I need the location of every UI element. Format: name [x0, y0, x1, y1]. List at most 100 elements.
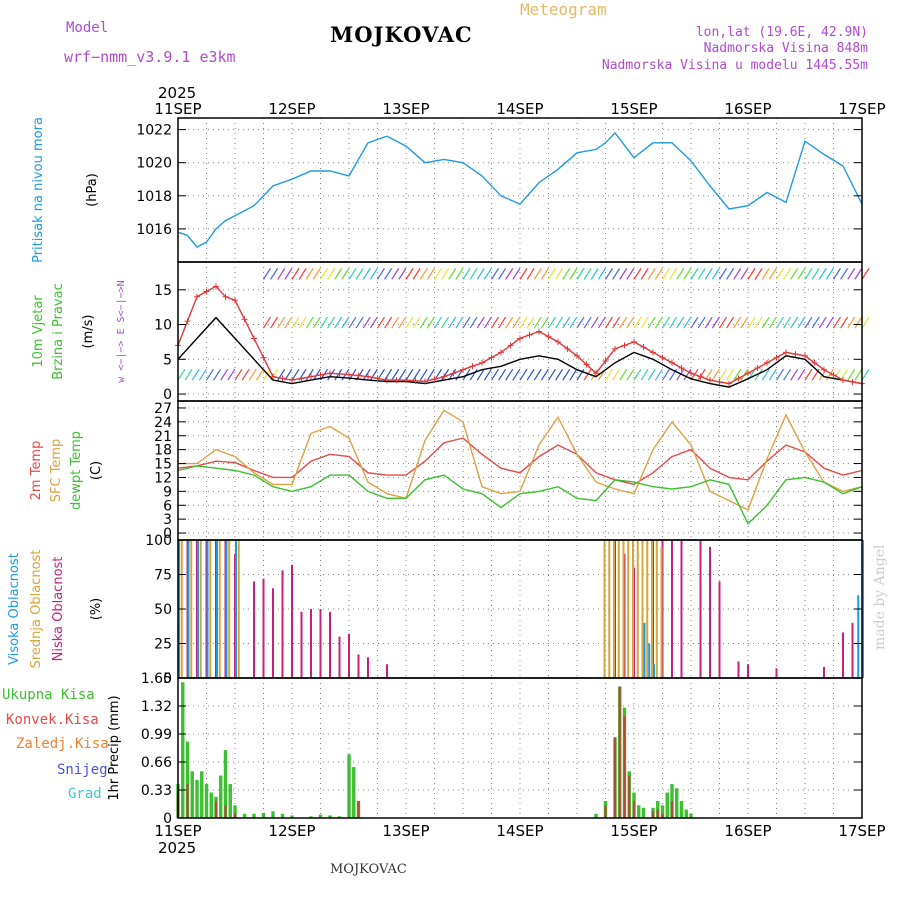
gust-marker: [441, 373, 447, 380]
wind-barb: [633, 268, 642, 280]
gust-marker: [754, 364, 761, 371]
wind-barb: [654, 268, 663, 280]
gust-marker: [184, 318, 191, 325]
precip-bar-total: [190, 771, 194, 818]
series-gust: [177, 285, 863, 385]
precip-bar-total: [242, 813, 247, 818]
wind-barb: [490, 268, 500, 280]
y-tick-label: 0: [163, 526, 172, 542]
ylabel-wind: 10m Vjetar: [31, 295, 46, 368]
legend-total: Ukupna Kisa: [2, 687, 95, 703]
wind-barb: [747, 316, 756, 329]
wind-barb: [747, 268, 756, 280]
y-tick-label: 75: [154, 568, 172, 584]
gust-marker: [270, 373, 276, 380]
wind-barb: [483, 268, 492, 280]
gust-marker: [355, 372, 362, 379]
wind-barb: [661, 368, 671, 381]
precip-bar-convective: [628, 775, 631, 818]
gust-marker: [346, 371, 352, 378]
gust-marker: [640, 344, 647, 351]
precip-bar-total: [219, 775, 223, 818]
wind-barb: [583, 368, 592, 381]
wind-barb: [818, 316, 827, 329]
gust-marker: [536, 328, 542, 335]
wind-direction-hint: w <−|−> E S<−|−>N: [116, 280, 127, 382]
precip-bar-convective: [214, 801, 218, 818]
wind-barb: [412, 316, 421, 329]
precip-bar-total: [280, 813, 285, 818]
wind-barb: [512, 368, 521, 381]
wind-barb: [319, 316, 329, 329]
wind-barb: [526, 268, 535, 280]
gust-marker: [203, 288, 210, 295]
wind-barb: [391, 268, 400, 280]
wind-barb: [462, 368, 471, 381]
wind-barb: [768, 368, 777, 381]
wind-barb: [355, 316, 364, 329]
wind-barb: [455, 316, 464, 329]
wind-barb: [683, 368, 692, 381]
wind-barb: [177, 368, 186, 381]
wind-barb: [654, 368, 663, 381]
y-tick-label: 0: [163, 671, 172, 687]
wind-barb: [576, 268, 585, 280]
wind-barb: [754, 368, 763, 381]
precip-bar-total: [195, 779, 199, 818]
wind-barb: [334, 316, 343, 329]
wind-barb: [184, 368, 193, 381]
wind-barb: [291, 368, 300, 381]
wind-barb: [676, 268, 685, 280]
legend-snow: Snijeg: [57, 762, 108, 778]
gust-marker: [403, 377, 409, 384]
wind-barb: [847, 316, 856, 329]
gust-marker: [545, 333, 552, 340]
wind-barb: [726, 268, 735, 280]
y-tick-label: 9: [163, 484, 172, 500]
wind-barb: [490, 316, 500, 329]
wind-barb: [861, 368, 870, 381]
wind-barb: [633, 316, 642, 329]
gust-marker: [669, 359, 675, 366]
precip-bar-total: [679, 801, 684, 818]
y-tick-label: 1.32: [141, 699, 172, 715]
legend-conv: Konvek.Kisa: [6, 712, 99, 728]
wind-barb: [369, 368, 378, 381]
y-tick-label: 27: [154, 401, 172, 417]
gust-marker: [336, 370, 343, 377]
x-tick-label-bottom: 16SEP: [724, 822, 771, 840]
wind-barb: [327, 316, 336, 329]
series-sfc: [178, 409, 863, 511]
gust-marker: [555, 338, 561, 345]
wind-barb: [612, 316, 621, 329]
year-label-top: 2025: [158, 84, 196, 102]
gust-marker: [621, 342, 628, 349]
gust-marker: [593, 370, 599, 377]
wind-barb: [526, 316, 535, 329]
wind-barb: [341, 268, 350, 280]
y-tick-label: 15: [154, 457, 172, 473]
wind-barb: [832, 268, 842, 280]
wind-barb: [775, 316, 785, 329]
wind-barb: [469, 268, 478, 280]
wind-barb: [284, 368, 293, 381]
wind-barb: [854, 316, 863, 329]
gust-marker: [517, 335, 523, 342]
wind-barb: [384, 368, 393, 381]
wind-barb: [412, 368, 421, 381]
wind-barb: [861, 316, 870, 329]
y-tick-label: 0: [163, 387, 172, 403]
gust-marker: [393, 377, 400, 384]
precip-bar-total: [228, 784, 232, 818]
legend-hail: Grad: [68, 786, 102, 802]
x-tick-label-bottom: 13SEP: [382, 822, 429, 840]
wind-barb: [476, 368, 485, 381]
wind-barb: [291, 268, 300, 280]
wind-barb: [213, 368, 222, 381]
gust-marker: [460, 366, 466, 373]
wind-barb: [505, 268, 514, 280]
wind-barb: [797, 368, 806, 381]
wind-barb: [597, 316, 606, 329]
wind-barb: [825, 368, 834, 381]
